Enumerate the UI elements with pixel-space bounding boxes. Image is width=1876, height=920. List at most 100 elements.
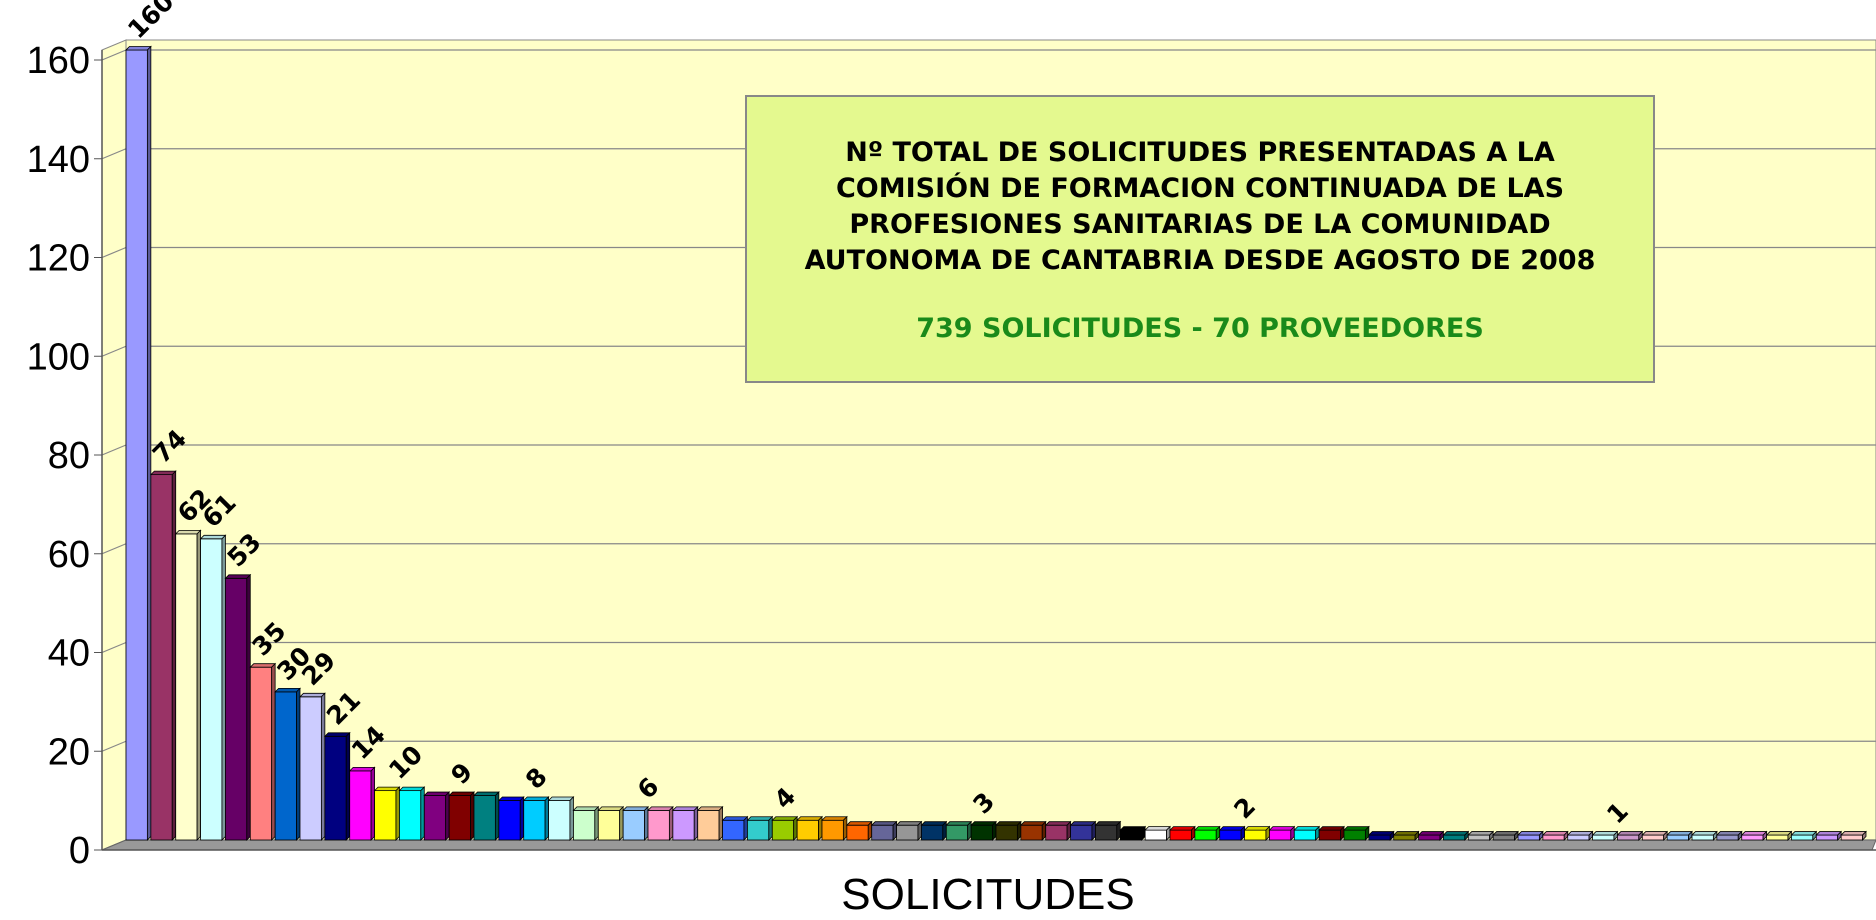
bar-top — [845, 821, 873, 826]
bar — [1567, 834, 1590, 841]
bar-top — [920, 821, 948, 826]
bar — [523, 800, 546, 841]
bar — [225, 577, 248, 841]
bar — [1293, 829, 1317, 841]
bar-top — [1193, 826, 1221, 831]
bar-top — [597, 806, 625, 811]
chart-title: Nº TOTAL DE SOLICITUDES PRESENTADAS A LA… — [804, 136, 1596, 276]
bar — [374, 790, 397, 841]
bar-side — [967, 820, 972, 841]
bar — [1517, 834, 1540, 841]
bar-top — [1492, 831, 1519, 836]
bar-top — [348, 766, 376, 772]
bar-side — [171, 470, 177, 841]
bar-side — [420, 786, 425, 841]
bar-top — [1069, 821, 1097, 826]
bar-side — [644, 805, 649, 841]
bar — [1119, 829, 1143, 841]
bar — [945, 824, 969, 841]
bar-side — [693, 805, 699, 841]
bar — [548, 800, 571, 841]
y-tick-label: 60 — [48, 534, 90, 576]
bar-top — [1144, 826, 1171, 831]
bar — [1617, 834, 1640, 841]
bar-side — [544, 796, 549, 841]
bar — [1343, 829, 1366, 841]
bar — [1840, 834, 1863, 841]
bar — [871, 824, 894, 841]
bar — [1269, 829, 1292, 841]
grid-line — [101, 641, 127, 654]
bar-side — [146, 45, 152, 841]
bar — [622, 809, 645, 841]
bar — [697, 809, 720, 841]
bar — [324, 735, 347, 841]
bar-top — [895, 821, 923, 826]
bar-top — [1541, 831, 1569, 836]
bar — [573, 809, 596, 841]
bar-top — [1666, 831, 1693, 836]
bar-top — [671, 806, 699, 811]
bar-side — [1016, 820, 1022, 841]
bar-top — [1591, 831, 1619, 836]
bar-top — [771, 816, 799, 821]
bar-top — [1367, 831, 1395, 836]
side-wall — [101, 39, 127, 851]
bar-top — [1417, 831, 1445, 836]
data-label: 160 — [122, 0, 179, 44]
bar-side — [271, 662, 276, 841]
bar — [200, 538, 223, 841]
bar-side — [619, 805, 624, 841]
bar-top — [1815, 831, 1843, 836]
bar — [1318, 829, 1341, 841]
bar — [1169, 829, 1192, 841]
bar — [771, 819, 795, 841]
bar-top — [1790, 831, 1818, 836]
bar-side — [867, 820, 873, 841]
bar — [1393, 834, 1416, 841]
bar — [274, 691, 297, 841]
bar-top — [448, 791, 475, 796]
bar — [175, 533, 198, 841]
bar-top — [1392, 831, 1420, 836]
bar-top — [1343, 826, 1370, 831]
bar — [747, 819, 770, 841]
bar-top — [572, 806, 600, 811]
y-tick-label: 80 — [48, 435, 90, 477]
bar-top — [945, 821, 973, 826]
bar-side — [1091, 820, 1096, 841]
bar-top — [199, 534, 227, 540]
bar — [1144, 829, 1167, 841]
bar-side — [196, 529, 201, 841]
bar-side — [594, 805, 599, 841]
bar-top — [373, 786, 401, 792]
grid-line — [101, 444, 127, 456]
bar-side — [569, 796, 574, 841]
bar-top — [1641, 831, 1669, 836]
bar-top — [1044, 821, 1072, 826]
bar-side — [246, 573, 251, 841]
bar-side — [892, 820, 897, 841]
bar — [1443, 834, 1466, 841]
bar-top — [1691, 831, 1718, 836]
grid-line — [101, 543, 127, 555]
bar-side — [992, 820, 997, 841]
bar — [1691, 834, 1714, 841]
bar-top — [1019, 821, 1047, 826]
y-tick-label: 120 — [27, 238, 90, 280]
bar — [1244, 829, 1267, 841]
bar — [1194, 829, 1217, 841]
bar-top — [1243, 826, 1271, 831]
bar-top — [970, 821, 997, 826]
bar-side — [445, 791, 450, 841]
bar-top — [398, 786, 426, 792]
grid-line — [101, 246, 127, 259]
bar-top — [1169, 826, 1196, 831]
bar-side — [1041, 820, 1047, 841]
bar-top — [1715, 831, 1743, 836]
bar-top — [224, 574, 252, 579]
bar-top — [149, 470, 177, 476]
bar-side — [494, 791, 500, 841]
bar-side — [668, 805, 674, 841]
bar-side — [221, 534, 226, 841]
